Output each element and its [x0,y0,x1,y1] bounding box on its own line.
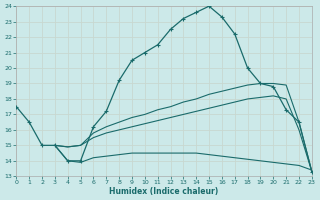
X-axis label: Humidex (Indice chaleur): Humidex (Indice chaleur) [109,187,219,196]
